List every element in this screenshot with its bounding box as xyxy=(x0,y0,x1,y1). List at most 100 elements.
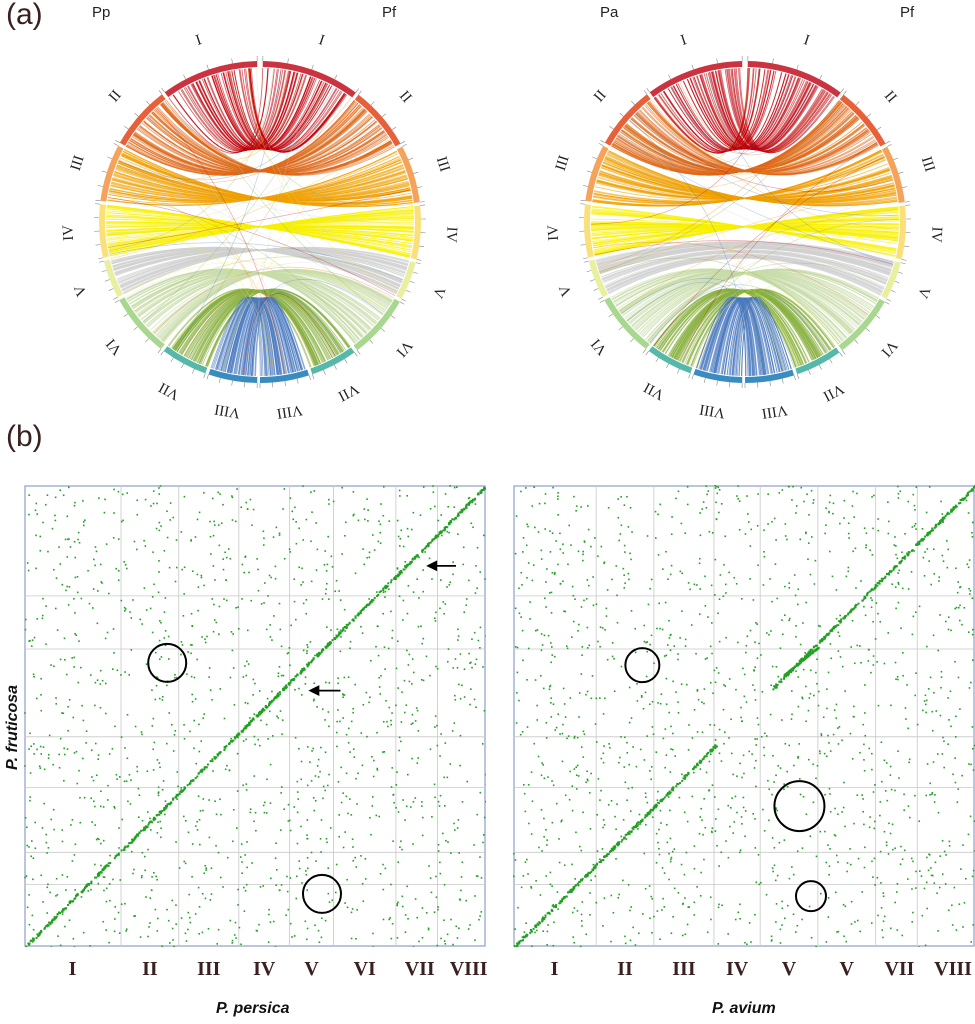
arrows xyxy=(308,560,456,697)
x-chromosome-label: VI xyxy=(353,958,376,980)
x-chromosome-label: II xyxy=(617,958,633,980)
right-chromosome-label: II xyxy=(881,88,900,106)
left-chromosome-7-arc xyxy=(648,346,693,374)
right-chromosome-label: VII xyxy=(335,380,361,404)
left-chromosome-6-arc xyxy=(604,297,650,349)
circos2-right-genome: Pf xyxy=(900,4,915,21)
left-chromosome-label: VIII xyxy=(213,401,241,421)
dotplot2-x-axis-label: P. avium xyxy=(712,1000,776,1017)
left-chromosome-label: VII xyxy=(156,379,182,403)
right-chromosome-7-arc xyxy=(310,347,355,375)
right-chromosome-label: VII xyxy=(820,380,846,404)
left-chromosome-2-arc xyxy=(119,94,166,146)
left-chromosome-label: V xyxy=(557,282,576,298)
right-chromosome-label: I xyxy=(802,32,812,49)
dotplot-avium xyxy=(513,485,975,947)
left-chromosome-label: II xyxy=(106,87,125,105)
circos2-left-genome: Pa xyxy=(600,4,619,21)
left-chromosome-label: IV xyxy=(60,224,77,241)
right-chromosome-label: VI xyxy=(878,337,900,359)
left-chromosome-label: IV xyxy=(545,224,562,241)
right-chromosome-5-arc xyxy=(396,261,416,299)
x-chromosome-label: VII xyxy=(404,958,435,980)
panel-a-label: (a) xyxy=(6,0,43,31)
left-chromosome-label: I xyxy=(194,32,204,49)
x-chromosome-label: V xyxy=(781,958,797,980)
synteny-links xyxy=(105,68,415,377)
panel-b-label: (b) xyxy=(6,420,43,453)
x-chromosome-label: III xyxy=(672,958,696,980)
left-chromosome-label: VI xyxy=(588,335,610,357)
right-chromosome-label: II xyxy=(396,88,415,106)
x-chromosome-label: IV xyxy=(253,958,276,980)
left-chromosome-4-arc xyxy=(99,204,109,258)
right-chromosome-2-arc xyxy=(839,94,886,147)
right-chromosome-label: III xyxy=(433,155,453,174)
circos1-right-genome: Pf xyxy=(382,4,397,21)
highlight-circles xyxy=(147,642,342,914)
x-chromosome-label: V xyxy=(304,958,319,980)
left-chromosome-1-arc xyxy=(649,61,743,98)
left-chromosome-4-arc xyxy=(584,204,594,258)
right-chromosome-label: IV xyxy=(443,226,460,243)
left-chromosome-3-arc xyxy=(585,145,609,202)
left-chromosome-label: V xyxy=(72,282,91,298)
left-chromosome-label: III xyxy=(553,153,573,172)
x-chromosome-label: I xyxy=(68,958,77,980)
right-chromosome-label: VIII xyxy=(276,401,304,421)
x-chromosome-label: VII xyxy=(884,958,915,980)
left-chromosome-label: VI xyxy=(103,335,125,357)
x-chromosome-label: II xyxy=(142,958,158,980)
dotplot1-y-axis-label: P. fruticosa xyxy=(4,684,21,770)
left-chromosome-7-arc xyxy=(163,346,208,374)
right-chromosome-8-arc xyxy=(259,369,310,383)
right-chromosome-6-arc xyxy=(838,298,885,351)
left-chromosome-2-arc xyxy=(604,94,651,146)
synteny-dots xyxy=(24,485,486,947)
right-chromosome-label: I xyxy=(317,32,327,49)
right-chromosome-label: VIII xyxy=(761,401,789,421)
x-chromosome-label: III xyxy=(197,958,221,980)
right-chromosome-label: V xyxy=(429,284,448,300)
right-chromosome-6-arc xyxy=(353,298,400,351)
x-chromosome-label: I xyxy=(550,958,559,980)
chromosome-grid xyxy=(513,485,975,947)
circos1-left-genome: Pp xyxy=(92,4,111,21)
plot-frame xyxy=(513,485,975,947)
x-chromosome-label: VIII xyxy=(449,958,488,980)
dotplot-persica xyxy=(24,485,486,947)
left-chromosome-3-arc xyxy=(100,145,124,202)
synteny-dots xyxy=(513,485,975,947)
left-chromosome-5-arc xyxy=(588,259,608,298)
left-chromosome-8-arc xyxy=(693,368,743,383)
right-chromosome-1-arc xyxy=(747,61,841,98)
left-chromosome-6-arc xyxy=(119,297,165,349)
right-chromosome-3-arc xyxy=(396,146,420,203)
right-chromosome-3-arc xyxy=(881,146,905,203)
x-chromosome-label: V xyxy=(839,958,854,980)
left-chromosome-5-arc xyxy=(103,259,123,298)
x-chromosome-label: VIII xyxy=(934,958,972,980)
left-chromosome-label: VIII xyxy=(698,401,726,421)
left-chromosome-label: II xyxy=(591,87,610,105)
left-chromosome-8-arc xyxy=(208,368,258,383)
right-chromosome-4-arc xyxy=(410,205,421,260)
highlight-circles xyxy=(624,647,827,913)
right-chromosome-7-arc xyxy=(795,347,840,375)
right-chromosome-4-arc xyxy=(895,205,906,260)
right-chromosome-label: V xyxy=(914,284,933,300)
dotplot1-x-axis-label: P. persica xyxy=(216,1000,290,1017)
right-chromosome-8-arc xyxy=(744,369,795,383)
right-chromosome-label: VI xyxy=(393,337,415,359)
synteny-links xyxy=(590,68,900,377)
x-chromosome-label: IV xyxy=(725,958,749,980)
left-chromosome-label: I xyxy=(679,32,689,49)
right-chromosome-5-arc xyxy=(881,261,901,299)
right-chromosome-label: IV xyxy=(928,226,945,243)
left-chromosome-label: III xyxy=(68,153,88,172)
right-chromosome-2-arc xyxy=(354,94,401,147)
